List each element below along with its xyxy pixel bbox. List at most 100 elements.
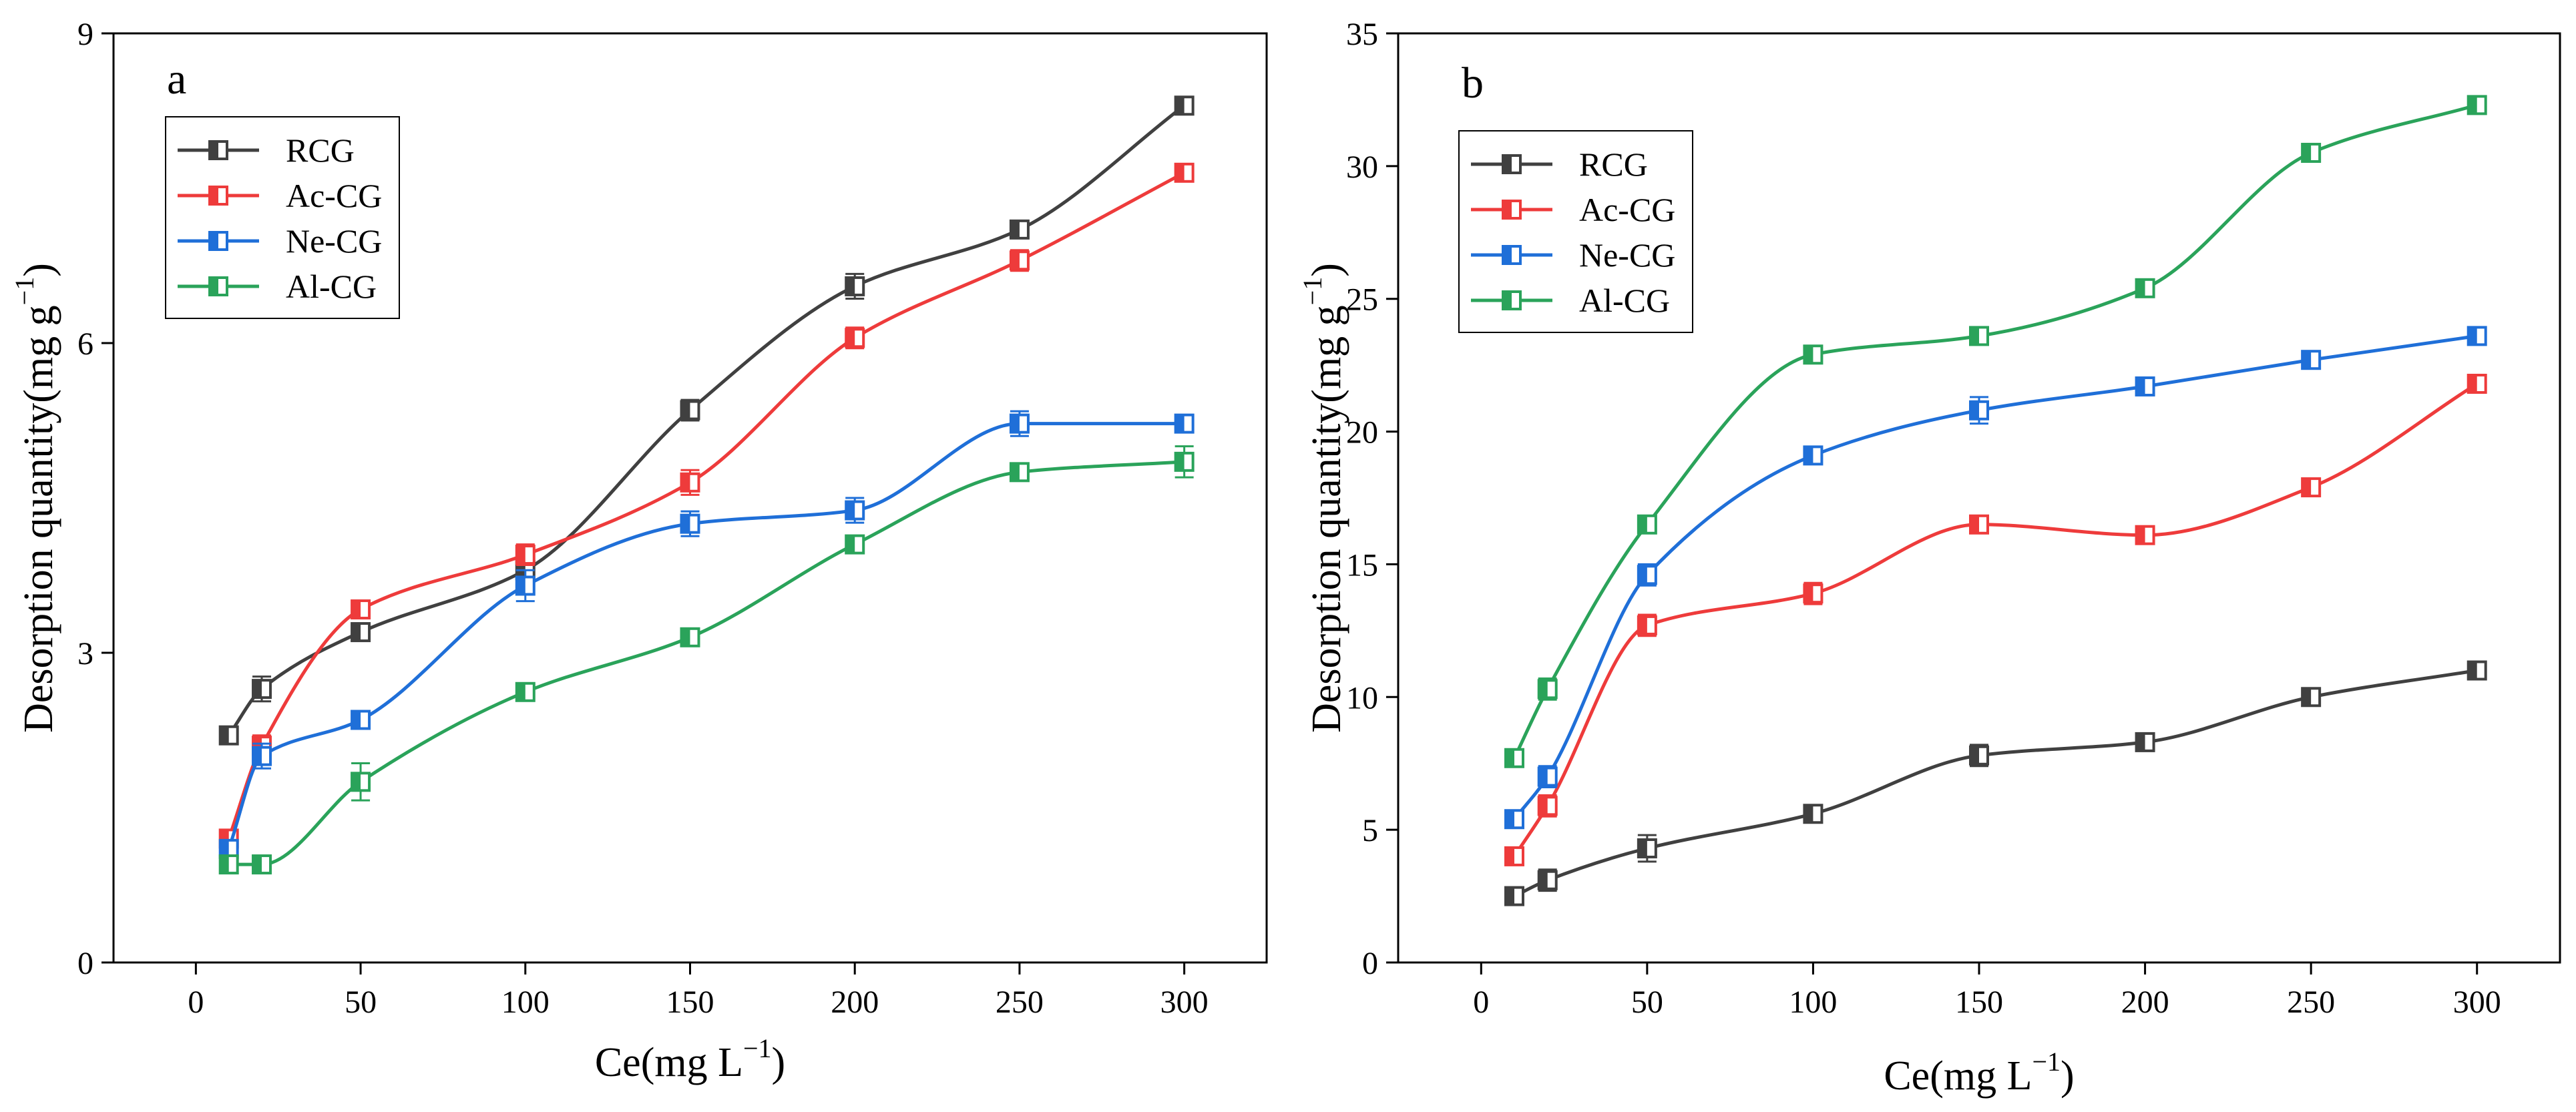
legend-marker [208,140,228,160]
data-point [680,400,700,421]
y-tick-label: 0 [77,946,93,981]
data-point [845,276,865,296]
x-tick-label: 200 [831,985,879,1020]
legend-label: RCG [1579,146,1648,183]
y-tick-label: 25 [1346,282,1378,318]
data-point [1537,796,1558,816]
y-axis-label: Desorption quantity(mg g−1) [9,263,61,733]
data-point [1637,565,1657,585]
data-point [351,772,371,792]
data-point [1504,846,1524,866]
data-point [845,534,865,555]
data-point [1009,462,1030,483]
data-point [2466,95,2487,115]
series-ne-cg [1504,326,2487,830]
y-tick-label: 6 [77,326,93,362]
x-axis-label-superscript: −1 [2032,1047,2061,1077]
data-point [1174,162,1195,183]
y-axis-label-text: Desorption quantity(mg g [1304,305,1349,733]
data-point [1637,514,1657,535]
x-axis-label-text: Ce(mg L [595,1040,743,1085]
data-point [2135,278,2155,298]
series-line [1513,669,2478,898]
data-point [2301,142,2322,163]
x-axis-label: Ce(mg L−1) [1884,1047,2074,1099]
x-axis-label-close: ) [772,1040,786,1085]
series-rcg [1504,660,2487,906]
series-al-cg [218,445,1195,875]
series-line [1512,103,2478,759]
data-point [2135,525,2155,545]
data-point [845,500,865,521]
x-tick-label: 250 [2287,985,2335,1020]
legend-marker [208,276,228,296]
legend-item-ac-cg: Ac-CG [178,177,382,214]
data-point [515,681,535,702]
x-tick-label: 0 [1473,985,1489,1020]
y-axis-label-text: Desorption quantity(mg g [16,305,61,733]
data-point [351,622,371,643]
data-point [1803,344,1823,365]
data-point [1009,219,1030,240]
legend-label: Ac-CG [286,177,382,214]
y-tick-label: 0 [1362,946,1378,981]
data-point [1803,804,1823,824]
x-tick-label: 200 [2121,985,2169,1020]
data-point [680,472,700,493]
data-point [2466,373,2487,394]
data-point [845,328,865,348]
data-point [2301,687,2322,708]
series-ac-cg [218,162,1195,849]
data-point [1009,413,1030,434]
legend-label: RCG [286,131,355,169]
y-axis-label-superscript: −1 [9,277,39,306]
data-point [252,854,272,875]
legend-marker [208,186,228,206]
y-tick-label: 15 [1346,547,1378,583]
series-al-cg [1504,95,2487,768]
x-tick-label: 100 [501,985,550,1020]
y-tick-label: 20 [1346,415,1378,451]
data-point [1504,886,1524,906]
data-point [680,627,700,647]
x-axis-label-text: Ce(mg L [1884,1053,2032,1099]
data-point [1637,615,1657,635]
y-axis-label-superscript: −1 [1297,277,1327,306]
data-point [351,710,371,730]
series-line [228,460,1185,866]
series-line [1512,382,2479,858]
y-axis-label-close: ) [16,263,61,277]
data-point [1174,413,1195,434]
series-line [1513,334,2478,820]
series-line [227,422,1185,850]
x-axis-label-close: ) [2061,1053,2075,1099]
x-tick-label: 250 [996,985,1044,1020]
legend-item-ne-cg: Ne-CG [178,222,382,260]
legend-item-ac-cg: Ac-CG [1471,191,1675,228]
x-tick-label: 300 [2453,985,2501,1020]
data-point [1969,745,1989,766]
legend-item-al-cg: Al-CG [178,268,377,305]
x-tick-label: 50 [1631,985,1663,1020]
x-axis-label-superscript: −1 [743,1033,772,1063]
legend-marker [1502,290,1522,310]
legend-item-rcg: RCG [1471,146,1648,183]
series-ac-cg [1504,373,2487,866]
data-point [1803,445,1823,466]
data-point [2301,350,2322,370]
data-point [515,575,535,596]
data-point [1504,748,1524,768]
x-tick-label: 0 [188,985,204,1020]
data-point [2466,326,2487,346]
y-tick-label: 3 [77,636,93,671]
legend-label: Ne-CG [1579,236,1675,274]
legend-label: Al-CG [286,268,377,305]
y-axis-label-close: ) [1304,263,1349,277]
data-point [252,746,272,766]
data-point [1803,583,1823,604]
legend: RCG Ac-CG Ne-CG Al-CG [165,116,400,319]
x-tick-label: 50 [345,985,377,1020]
series-ne-cg [218,410,1195,859]
